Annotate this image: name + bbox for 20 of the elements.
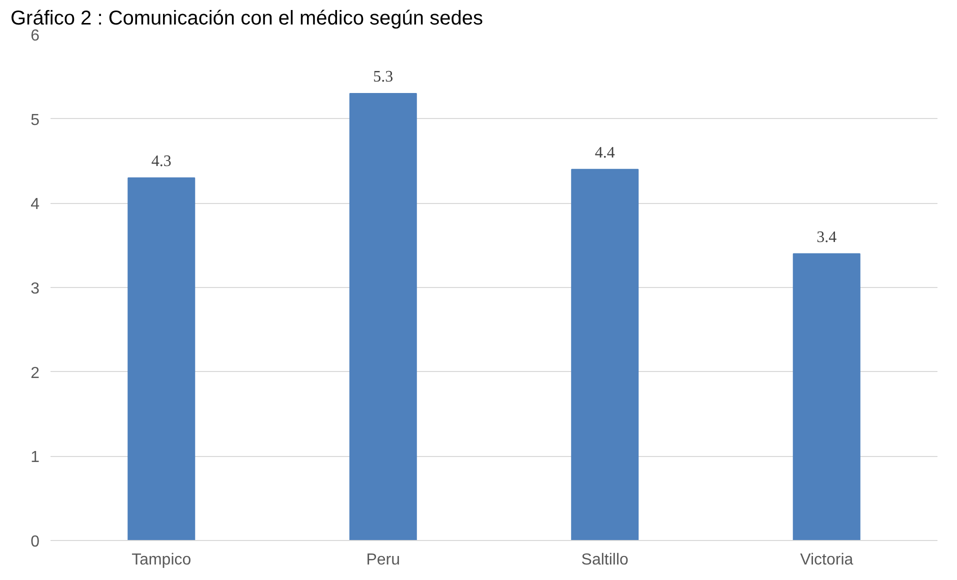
bar [128,177,196,540]
bar [349,93,417,540]
y-tick-label: 4 [30,196,40,214]
y-tick-label: 1 [30,449,40,466]
x-tick-label: Peru [366,552,400,568]
y-tick-label: 2 [30,364,40,382]
y-tick-label: 0 [30,534,40,550]
data-label: 4.3 [151,152,172,170]
bar [571,168,639,540]
chart-title: Gráfico 2 : Comunicación con el médico según sedes [10,8,483,30]
bar [792,253,860,540]
x-tick-label: Tampico [132,552,192,568]
data-label: 3.4 [816,228,837,246]
y-tick-label: 3 [30,280,40,298]
y-tick-label: 5 [30,112,40,129]
data-label: 4.4 [594,144,615,162]
x-tick-label: Victoria [800,552,854,568]
data-label: 5.3 [373,68,394,86]
y-tick-label: 6 [30,28,40,44]
x-tick-label: Saltillo [581,552,629,568]
